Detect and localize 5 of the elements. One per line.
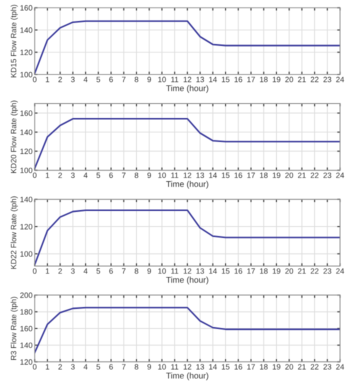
x-axis-title: Time (hour) xyxy=(166,180,208,189)
line-series xyxy=(34,306,340,354)
x-axis-title: Time (hour) xyxy=(166,276,208,284)
x-axis-title: Time (hour) xyxy=(166,372,208,380)
x-axis-title: Time (hour) xyxy=(166,85,208,93)
